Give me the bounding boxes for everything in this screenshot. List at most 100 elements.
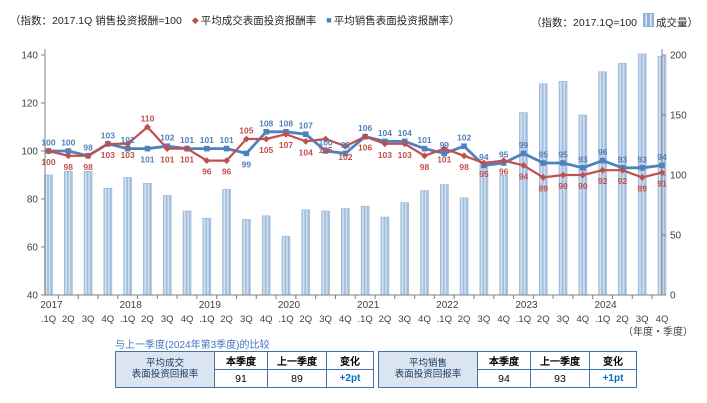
transaction-row-label: 平均成交 表面投资回报率 [115, 351, 215, 388]
volume-bar [499, 174, 508, 296]
svg-text:92: 92 [598, 176, 608, 186]
svg-text:92: 92 [618, 176, 628, 186]
diamond-marker [322, 135, 329, 143]
svg-text:103: 103 [378, 150, 392, 160]
svg-text:108: 108 [279, 118, 293, 128]
svg-text:40: 40 [27, 291, 39, 302]
svg-text:.1Q: .1Q [516, 314, 531, 325]
diamond-marker [262, 135, 270, 143]
svg-text:96: 96 [222, 167, 232, 177]
svg-text:50: 50 [670, 231, 682, 242]
svg-text:103: 103 [101, 150, 115, 160]
svg-text:93: 93 [637, 154, 647, 164]
volume-bar [162, 195, 172, 296]
diamond-marker [460, 152, 468, 160]
square-marker [65, 148, 72, 154]
svg-text:110: 110 [141, 114, 155, 124]
volume-bar [400, 202, 410, 296]
volume-bar [341, 208, 350, 296]
volume-bar [261, 215, 271, 296]
asking-row-label: 平均销售 表面投资回报率 [378, 351, 478, 388]
diamond-marker [163, 145, 171, 152]
svg-text:2022: 2022 [436, 300, 459, 311]
square-marker [124, 145, 131, 152]
svg-text:2Q: 2Q [141, 314, 154, 325]
diamond-marker [183, 145, 191, 152]
svg-text:89: 89 [539, 183, 549, 193]
svg-text:98: 98 [83, 142, 93, 152]
svg-text:99: 99 [519, 140, 529, 150]
svg-text:105: 105 [239, 126, 253, 136]
svg-text:95: 95 [499, 150, 509, 160]
svg-text:101: 101 [140, 155, 154, 165]
svg-text:102: 102 [160, 133, 174, 143]
col-header-current: 本季度 [214, 351, 268, 370]
volume-bar [123, 177, 132, 296]
svg-text:95: 95 [558, 150, 568, 160]
svg-text:93: 93 [618, 154, 628, 164]
square-marker [599, 157, 606, 164]
svg-text:2Q: 2Q [220, 314, 233, 325]
svg-text:99: 99 [242, 159, 252, 169]
diamond-marker [282, 130, 290, 138]
diamond-marker [539, 174, 547, 181]
square-marker [441, 150, 448, 157]
svg-text:3Q: 3Q [557, 314, 570, 325]
svg-text:3Q: 3Q [161, 314, 174, 325]
svg-text:99: 99 [341, 140, 351, 150]
svg-text:104: 104 [378, 128, 392, 138]
legend-asking-label: 平均销售表面投资报酬率） [333, 15, 460, 27]
diamond-marker [440, 145, 448, 152]
svg-text:2020: 2020 [278, 300, 301, 311]
col-header-previous: 上一季度 [530, 351, 590, 370]
axis-tick-labels: 40 60 80 100 120 140 0 50 100 150 200 2017 2018 2019 2… [21, 51, 687, 326]
transaction-change-value: +2pt [326, 369, 374, 388]
svg-text:104: 104 [398, 128, 412, 138]
diamond-marker [144, 123, 151, 131]
square-marker [322, 148, 329, 154]
svg-text:93: 93 [578, 154, 588, 164]
volume-bar [83, 171, 93, 296]
svg-text:.1Q: .1Q [41, 314, 56, 325]
svg-text:3Q: 3Q [82, 314, 95, 325]
svg-text:103: 103 [101, 130, 115, 140]
svg-text:4Q: 4Q [576, 314, 589, 325]
asking-previous-value: 93 [530, 369, 590, 388]
volume-bars [44, 53, 667, 296]
transaction-previous-value: 89 [267, 369, 327, 388]
svg-text:4Q: 4Q [656, 314, 669, 325]
transaction-yield-line [45, 123, 666, 181]
svg-text:4Q: 4Q [497, 314, 510, 325]
square-marker [263, 129, 269, 135]
svg-text:101: 101 [121, 135, 135, 145]
square-marker [540, 160, 547, 166]
svg-text:107: 107 [299, 121, 313, 131]
volume-bar [44, 174, 53, 296]
volume-bar [202, 217, 212, 296]
svg-text:101: 101 [417, 135, 431, 145]
square-marker [243, 150, 250, 157]
volume-bar [143, 183, 152, 296]
diamond-marker [500, 157, 508, 164]
svg-text:102: 102 [338, 152, 352, 162]
square-marker-icon: ■ [326, 15, 332, 25]
col-header-current: 本季度 [477, 351, 531, 370]
svg-text:98: 98 [83, 162, 93, 172]
svg-text:96: 96 [598, 147, 608, 157]
svg-text:106: 106 [358, 123, 372, 133]
svg-text:90: 90 [578, 181, 588, 191]
svg-text:105: 105 [318, 145, 332, 155]
svg-text:.1Q: .1Q [199, 314, 214, 325]
square-marker [421, 145, 428, 152]
svg-text:100: 100 [41, 157, 55, 167]
volume-bar [182, 210, 192, 296]
legend-transaction-label: 平均成交表面投资报酬率 [200, 15, 317, 27]
square-marker [204, 145, 210, 152]
legend-volume-label: 成交量） [656, 17, 698, 29]
svg-text:150: 150 [670, 111, 687, 122]
diamond-marker [599, 166, 607, 174]
diamond-marker [243, 135, 250, 143]
square-marker [223, 145, 230, 152]
data-labels: 100 100 100 98 98 98 103 103 101 103 101 110 102 101 1… [41, 114, 667, 194]
square-marker [302, 131, 309, 137]
